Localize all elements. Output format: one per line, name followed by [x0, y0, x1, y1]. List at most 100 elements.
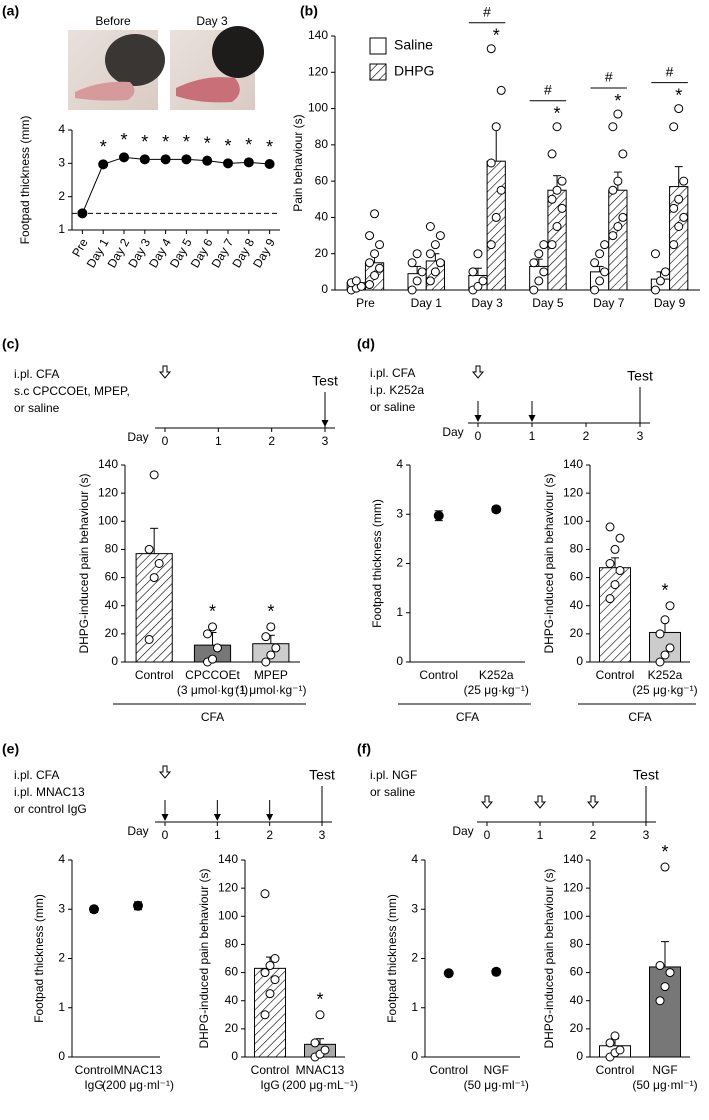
data-point — [375, 240, 385, 250]
data-point — [266, 650, 276, 660]
group-label: CFA — [628, 710, 651, 724]
data-point — [435, 231, 445, 241]
significance-star: * — [661, 842, 668, 862]
legend-swatch — [369, 37, 387, 55]
y-tick-label: 0 — [576, 1049, 583, 1063]
data-point — [365, 280, 375, 290]
data-point — [271, 643, 281, 653]
data-point — [365, 231, 375, 241]
data-point — [149, 573, 159, 583]
data-point — [655, 276, 665, 286]
y-tick-label: 40 — [315, 210, 329, 224]
data-point — [208, 654, 217, 664]
data-point — [679, 212, 689, 222]
legend-label: DHPG — [394, 63, 434, 79]
data-point — [375, 263, 385, 273]
x-tick-label: Control — [596, 668, 635, 682]
data-point — [310, 1038, 320, 1048]
significance-hash: # — [483, 3, 491, 19]
y-tick-label: 140 — [98, 457, 118, 471]
y-axis-label: Pain behaviour (s) — [291, 114, 305, 211]
bar — [608, 189, 628, 291]
data-point — [265, 989, 275, 999]
data-point — [615, 533, 625, 543]
data-point — [265, 961, 275, 971]
open-arrow — [533, 795, 547, 809]
protocol-text: s.c CPCCOEt, MPEP, — [14, 384, 130, 398]
y-tick-label: 0 — [321, 282, 328, 296]
y-tick-label: 100 — [563, 513, 583, 527]
y-tick-label: 20 — [570, 626, 584, 640]
y-axis-label: DHPG-induced pain behaviour (s) — [542, 473, 556, 653]
data-point — [534, 249, 544, 259]
significance-star: * — [316, 990, 323, 1010]
solid-arrow-head — [321, 420, 329, 427]
y-tick-label: 20 — [570, 1021, 584, 1035]
protocol-text: i.pl. CFA — [14, 367, 59, 381]
y-tick-label: 140 — [563, 852, 583, 866]
protocol-text: i.pl. MNAC13 — [14, 785, 85, 799]
data-point — [660, 982, 670, 992]
data-point — [547, 194, 557, 204]
y-tick-label: 40 — [570, 598, 584, 612]
y-tick-label: 60 — [315, 173, 329, 187]
data-point — [270, 954, 280, 963]
x-tick-label: NGF — [484, 1063, 509, 1077]
data-point — [203, 629, 212, 639]
day-axis-label: Day — [452, 824, 473, 838]
x-tick-label: Control — [75, 1063, 114, 1077]
data-point — [433, 510, 444, 521]
solid-arrow-head — [213, 814, 221, 821]
y-tick-label: 4 — [58, 852, 65, 866]
x-tick-label: Control — [419, 668, 458, 682]
data-point — [425, 222, 435, 231]
data-point — [133, 900, 143, 911]
data-point — [539, 240, 549, 250]
x-tick-label: CPCCOEt — [185, 668, 240, 682]
data-point — [213, 643, 222, 653]
y-tick-label: 1 — [58, 1000, 65, 1014]
photo-day-3 — [170, 26, 264, 110]
data-point — [650, 285, 660, 295]
y-tick-label: 0 — [576, 654, 583, 668]
y-axis-label: Footpad thickness (mm) — [385, 894, 399, 1023]
significance-star: * — [614, 91, 621, 111]
data-point — [407, 258, 417, 268]
day-label: 2 — [268, 434, 275, 448]
day-label: 0 — [475, 429, 482, 443]
data-point — [529, 285, 539, 295]
data-point — [552, 185, 562, 195]
day-label: 2 — [590, 828, 597, 842]
significance-star: * — [204, 133, 211, 153]
legend-label: Saline — [394, 37, 433, 53]
significance-star: * — [554, 103, 561, 123]
y-axis-label: Footpad thickness (mm) — [370, 499, 384, 628]
data-point — [430, 240, 440, 250]
x-tick-label: Day 9 — [654, 296, 686, 310]
data-point — [552, 222, 562, 231]
y-tick-label: 0 — [231, 1049, 238, 1063]
data-point — [149, 470, 159, 480]
y-tick-label: 140 — [563, 457, 583, 471]
data-point — [610, 580, 620, 590]
data-point — [547, 149, 557, 159]
day-axis-label: Day — [442, 425, 463, 439]
y-tick-label: 120 — [308, 64, 328, 78]
data-point — [679, 176, 689, 186]
data-point — [674, 104, 684, 114]
data-point — [557, 203, 567, 213]
data-point — [264, 159, 275, 169]
x-tick-sublabel: (200 μg·mL⁻¹) — [282, 1078, 358, 1092]
data-point — [605, 1038, 615, 1048]
y-tick-label: 80 — [225, 937, 239, 951]
data-point — [608, 231, 618, 241]
day-label: 0 — [162, 434, 169, 448]
y-tick-label: 80 — [315, 137, 329, 151]
y-tick-label: 1 — [396, 605, 403, 619]
test-label: Test — [309, 767, 335, 783]
data-point — [552, 122, 562, 132]
y-tick-label: 100 — [308, 101, 328, 115]
protocol-text: or control IgG — [14, 802, 87, 816]
data-point — [351, 276, 361, 286]
data-point — [595, 249, 605, 259]
